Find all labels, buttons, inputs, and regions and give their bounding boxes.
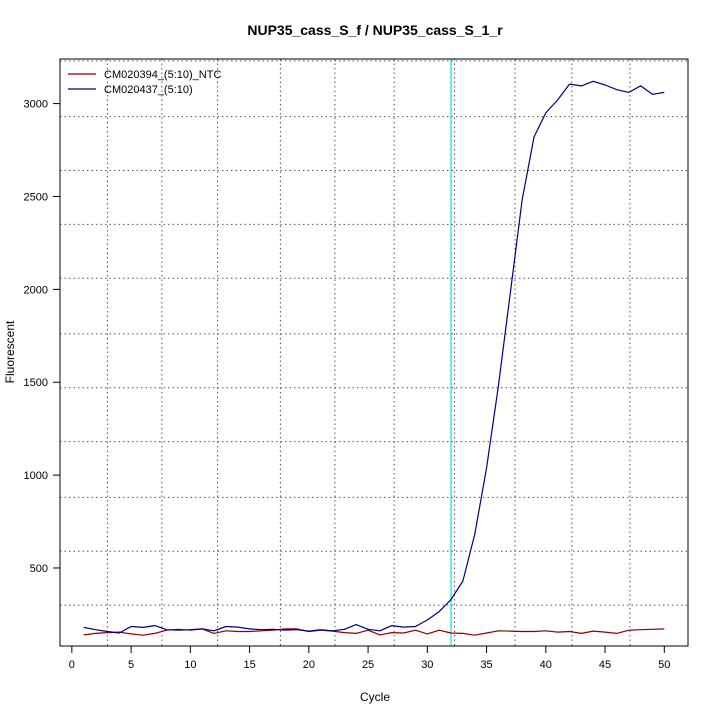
y-tick-label: 500 bbox=[30, 563, 48, 575]
legend-label-2: CM020437_(5:10) bbox=[104, 84, 193, 96]
y-tick-label: 1500 bbox=[24, 377, 48, 389]
x-tick-label: 20 bbox=[303, 659, 315, 671]
x-tick-label: 50 bbox=[658, 659, 670, 671]
y-axis: 500 1000 1500 2000 2500 3000 bbox=[24, 99, 60, 575]
legend: CM020394_(5:10)_NTC CM020437_(5:10) bbox=[68, 69, 221, 96]
x-tick-label: 40 bbox=[540, 659, 552, 671]
x-tick-label: 10 bbox=[184, 659, 196, 671]
x-axis-label: Cycle bbox=[360, 690, 390, 704]
x-tick-label: 45 bbox=[599, 659, 611, 671]
series-line-2 bbox=[83, 80, 665, 634]
y-axis-label: Fluorescent bbox=[3, 320, 17, 383]
x-tick-label: 25 bbox=[362, 659, 374, 671]
x-tick-label: 35 bbox=[480, 659, 492, 671]
y-tick-label: 3000 bbox=[24, 99, 48, 111]
series-lines bbox=[83, 80, 665, 636]
plot-frame bbox=[59, 58, 689, 647]
y-tick-label: 1000 bbox=[24, 470, 48, 482]
x-tick-label: 0 bbox=[69, 659, 75, 671]
y-tick-label: 2000 bbox=[24, 284, 48, 296]
x-axis: 0 5 10 15 20 25 30 35 40 45 50 bbox=[69, 646, 670, 671]
x-tick-label: 15 bbox=[243, 659, 255, 671]
legend-label-1: CM020394_(5:10)_NTC bbox=[104, 69, 221, 81]
x-tick-label: 30 bbox=[421, 659, 433, 671]
x-tick-label: 5 bbox=[128, 659, 134, 671]
y-tick-label: 2500 bbox=[24, 191, 48, 203]
chart-title: NUP35_cass_S_f / NUP35_cass_S_1_r bbox=[247, 22, 503, 38]
series-line-1 bbox=[83, 628, 665, 636]
grid-lines bbox=[60, 59, 688, 646]
